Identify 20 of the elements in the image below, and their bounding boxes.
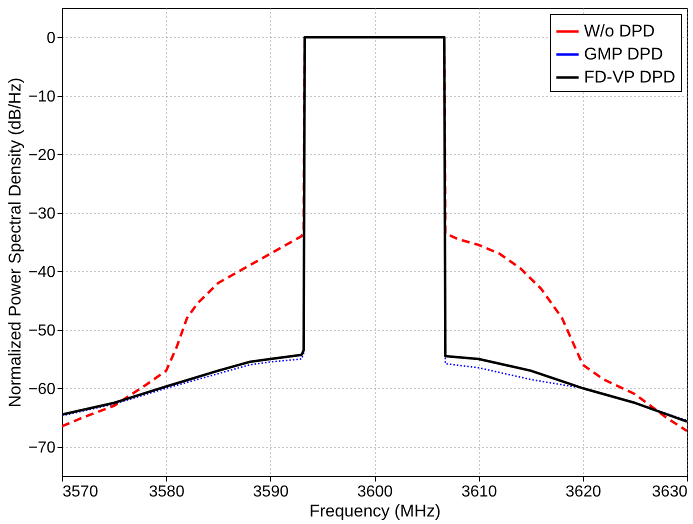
x-tick-label: 3630 — [652, 484, 688, 500]
x-tick-label: 3600 — [357, 484, 393, 500]
x-tick-label: 3620 — [566, 484, 602, 500]
y-tick-label: −40 — [28, 264, 56, 281]
y-tick-label: −30 — [28, 205, 56, 222]
x-tick-label: 3590 — [253, 484, 289, 500]
x-tick-label: 3580 — [148, 484, 185, 500]
x-tick-label: 3570 — [62, 484, 98, 500]
y-tick-label: −50 — [28, 322, 56, 340]
legend-label: GMP DPD — [584, 44, 664, 64]
legend-label: FD-VP DPD — [584, 68, 676, 86]
legend-label: W/o DPD — [584, 22, 655, 40]
y-tick-label: 0 — [46, 30, 56, 47]
y-tick-label: −10 — [28, 88, 56, 106]
x-tick-label: 3610 — [461, 484, 498, 500]
y-tick-label: −60 — [28, 380, 56, 398]
x-axis-title: Frequency (MHz) — [309, 502, 441, 520]
y-tick-label: −20 — [28, 146, 56, 164]
y-tick-label: −70 — [28, 439, 56, 456]
y-axis-title: Normalized Power Spectral Density (dB/Hz) — [5, 78, 24, 408]
